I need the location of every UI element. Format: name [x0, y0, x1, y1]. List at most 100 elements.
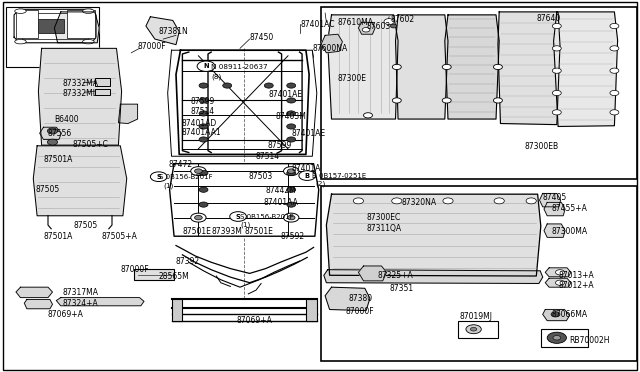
Text: 87332MA: 87332MA	[63, 79, 99, 88]
Text: 87442M: 87442M	[266, 186, 296, 195]
Ellipse shape	[83, 39, 94, 44]
Circle shape	[223, 83, 232, 88]
Text: B6400: B6400	[54, 115, 79, 124]
Text: 87401AA1: 87401AA1	[181, 128, 221, 137]
Text: (2): (2)	[315, 181, 325, 187]
Polygon shape	[544, 202, 565, 216]
Polygon shape	[40, 127, 61, 140]
Text: 87392: 87392	[176, 257, 200, 266]
Text: 28565M: 28565M	[159, 272, 189, 280]
Polygon shape	[56, 298, 144, 306]
Text: 87300E: 87300E	[338, 74, 367, 83]
Circle shape	[353, 198, 364, 204]
Polygon shape	[168, 50, 317, 156]
Circle shape	[287, 98, 296, 103]
Polygon shape	[14, 9, 96, 43]
Text: B 0B157-0251E: B 0B157-0251E	[312, 173, 367, 179]
Text: 87380: 87380	[349, 294, 373, 303]
Text: 87000F: 87000F	[120, 265, 149, 274]
Circle shape	[191, 213, 206, 222]
Text: 87000F: 87000F	[346, 307, 374, 316]
Circle shape	[364, 113, 372, 118]
Bar	[321, 7, 637, 179]
Circle shape	[199, 98, 208, 103]
Circle shape	[47, 128, 58, 134]
Text: 87381N: 87381N	[159, 27, 188, 36]
Bar	[458, 321, 498, 338]
Circle shape	[470, 327, 477, 331]
Circle shape	[47, 139, 58, 145]
Text: 87450: 87450	[250, 33, 274, 42]
Polygon shape	[321, 34, 342, 53]
Text: 87066MA: 87066MA	[552, 310, 588, 319]
Bar	[95, 78, 110, 86]
Polygon shape	[396, 15, 448, 119]
Circle shape	[199, 202, 208, 207]
Text: 87401AA: 87401AA	[264, 198, 298, 207]
Polygon shape	[543, 310, 570, 321]
Circle shape	[284, 213, 299, 222]
Circle shape	[199, 137, 208, 142]
Circle shape	[287, 124, 296, 129]
Circle shape	[287, 169, 295, 173]
Text: (1): (1)	[163, 183, 173, 189]
Text: 87600NA: 87600NA	[312, 44, 348, 53]
Text: (1): (1)	[240, 222, 250, 228]
Circle shape	[494, 198, 504, 204]
Bar	[38, 19, 64, 33]
Circle shape	[551, 312, 560, 317]
Text: 87472: 87472	[168, 160, 193, 169]
Bar	[6, 7, 99, 67]
Text: RB70002H: RB70002H	[570, 336, 610, 345]
Text: 87505: 87505	[35, 185, 60, 194]
Polygon shape	[24, 299, 52, 309]
Circle shape	[552, 90, 561, 96]
Text: 87602: 87602	[390, 15, 415, 24]
Ellipse shape	[15, 9, 26, 13]
Polygon shape	[118, 104, 138, 124]
Polygon shape	[540, 193, 561, 207]
Circle shape	[287, 83, 296, 88]
Text: 87300EB: 87300EB	[525, 142, 559, 151]
Circle shape	[493, 64, 502, 70]
Circle shape	[392, 98, 401, 103]
Text: S: S	[156, 174, 161, 180]
Circle shape	[191, 167, 206, 176]
Bar	[541, 329, 588, 347]
Polygon shape	[554, 12, 618, 126]
Circle shape	[287, 170, 296, 176]
Circle shape	[287, 137, 296, 142]
Text: 87501E: 87501E	[244, 227, 273, 236]
Text: 87599: 87599	[191, 97, 215, 106]
Circle shape	[199, 111, 208, 116]
Text: B: B	[305, 173, 310, 179]
Circle shape	[466, 325, 481, 334]
Text: 87320NA: 87320NA	[402, 198, 437, 207]
Circle shape	[610, 110, 619, 115]
Text: 87556: 87556	[48, 129, 72, 138]
Circle shape	[287, 202, 296, 207]
Text: 87332ML: 87332ML	[63, 89, 98, 97]
Circle shape	[287, 111, 296, 116]
Text: 87013+A: 87013+A	[558, 271, 594, 280]
Text: S 0B156-B201F: S 0B156-B201F	[240, 214, 294, 219]
Text: N 08911-20637: N 08911-20637	[211, 64, 268, 70]
Text: 87640: 87640	[536, 14, 561, 23]
Polygon shape	[445, 15, 499, 119]
Polygon shape	[545, 268, 571, 277]
Circle shape	[287, 187, 296, 192]
Text: 87501A: 87501A	[44, 232, 73, 241]
Circle shape	[390, 24, 397, 28]
Polygon shape	[328, 15, 398, 119]
Polygon shape	[16, 287, 52, 298]
Circle shape	[610, 23, 619, 29]
Circle shape	[610, 46, 619, 51]
Circle shape	[610, 68, 619, 73]
Circle shape	[197, 61, 215, 71]
Text: N: N	[204, 63, 209, 69]
Circle shape	[195, 169, 202, 173]
Polygon shape	[326, 194, 541, 276]
Text: 87393M: 87393M	[211, 227, 242, 236]
Circle shape	[195, 215, 202, 220]
Text: 87351: 87351	[389, 284, 413, 293]
